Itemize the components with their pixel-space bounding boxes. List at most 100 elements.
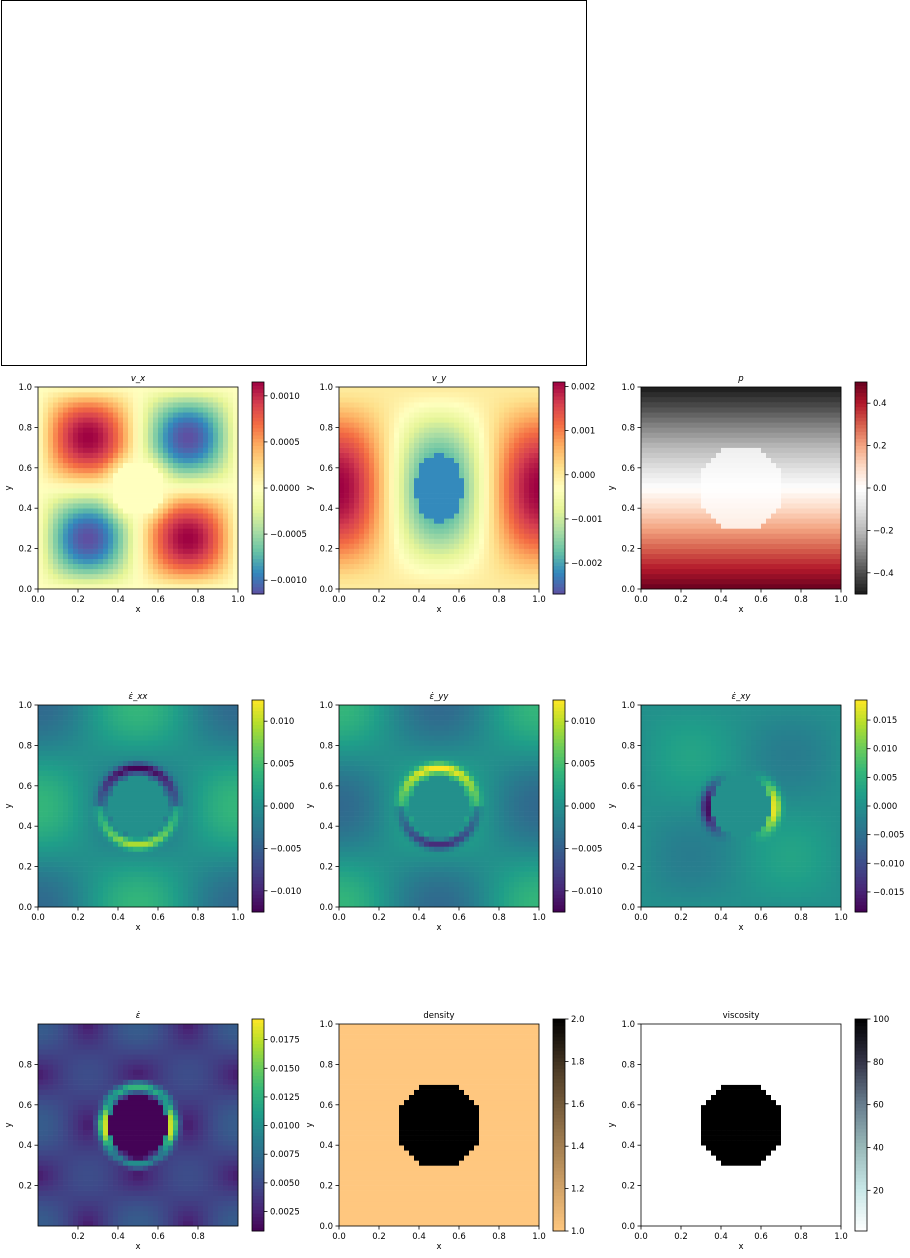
heatmap-cell [88,553,94,559]
heatmap-cell [716,422,722,428]
heatmap-cell [751,563,757,570]
heatmap-cell [806,412,812,418]
heatmap-cell [208,563,214,570]
heatmap-cell [771,422,777,428]
heatmap-cell [419,538,425,544]
heatmap-cell [374,417,380,423]
heatmap-cell [736,548,742,554]
heatmap-cell [646,548,652,554]
heatmap-cell [344,578,350,585]
heatmap-cell [786,573,792,580]
heatmap-cell [766,563,772,570]
heatmap-cell [484,392,490,398]
heatmap-cell [103,397,109,403]
heatmap-cell [464,573,470,580]
heatmap-cell [706,387,712,393]
heatmap-cell [716,583,722,590]
heatmap-cell [821,583,827,590]
heatmap-cell [534,568,540,575]
heatmap-cell [404,467,410,474]
heatmap-cell [494,442,500,448]
heatmap-cell [444,583,450,590]
heatmap-cell [414,573,420,580]
heatmap-cell [469,523,475,529]
heatmap-cell [826,432,832,438]
heatmap-cell [344,392,350,398]
heatmap-cell [198,488,204,494]
heatmap-cell [656,482,662,489]
heatmap-cell [771,472,777,479]
heatmap-cell [701,402,707,408]
heatmap-cell [349,417,355,423]
heatmap-cell [58,442,64,448]
heatmap-cell [706,472,712,479]
heatmap-cell [494,447,500,453]
heatmap-cell [58,477,64,484]
heatmap-cell [756,538,762,544]
heatmap-cell [73,477,79,484]
heatmap-cell [464,402,470,408]
heatmap-cell [781,488,787,494]
heatmap-cell [78,432,84,438]
heatmap-cell [746,397,752,403]
heatmap-cell [479,523,485,529]
heatmap-cell [73,573,79,580]
heatmap-cell [666,412,672,418]
heatmap-cell [821,518,827,524]
heatmap-cell [113,503,119,509]
heatmap-cell [399,457,405,464]
heatmap-cell [198,513,204,519]
colorbar-segment [252,427,264,432]
heatmap-cell [369,493,375,499]
heatmap-cell [786,578,792,585]
heatmap-cell [681,387,687,393]
heatmap-cell [108,427,114,433]
heatmap-cell [831,482,837,489]
heatmap-cell [339,477,345,484]
heatmap-cell [429,397,435,403]
heatmap-cell [641,432,647,438]
heatmap-cell [479,427,485,433]
heatmap-cell [344,462,350,469]
heatmap-cell [193,513,199,519]
colorbar-segment [252,526,264,531]
heatmap-cell [364,432,370,438]
heatmap-cell [344,543,350,549]
heatmap-cell [771,508,777,514]
heatmap-cell [163,548,169,554]
heatmap-cell [464,427,470,433]
heatmap-cell [173,407,179,413]
heatmap-cell [494,513,500,519]
heatmap-cell [359,417,365,423]
heatmap-cell [826,493,832,499]
heatmap-cell [228,462,234,469]
heatmap-cell [731,422,737,428]
heatmap-cell [153,538,159,544]
heatmap-cell [444,503,450,509]
heatmap-cell [439,477,445,484]
heatmap-cell [93,503,99,509]
heatmap-cell [439,523,445,529]
heatmap-cell [696,538,702,544]
heatmap-cell [409,482,415,489]
colorbar-segment [252,516,264,521]
heatmap-cell [344,518,350,524]
heatmap-cell [429,472,435,479]
heatmap-cell [766,568,772,575]
heatmap-cell [369,578,375,585]
heatmap-cell [173,477,179,484]
heatmap-cell [133,437,139,443]
heatmap-cell [821,553,827,559]
heatmap-cell [349,442,355,448]
heatmap-cell [484,437,490,443]
heatmap-cell [509,482,515,489]
heatmap-cell [203,417,209,423]
heatmap-cell [666,553,672,559]
heatmap-cell [651,437,657,443]
heatmap-cell [756,508,762,514]
heatmap-cell [449,573,455,580]
heatmap-cell [504,533,510,539]
heatmap-cell [424,548,430,554]
heatmap-cell [178,462,184,469]
heatmap-cell [781,568,787,575]
